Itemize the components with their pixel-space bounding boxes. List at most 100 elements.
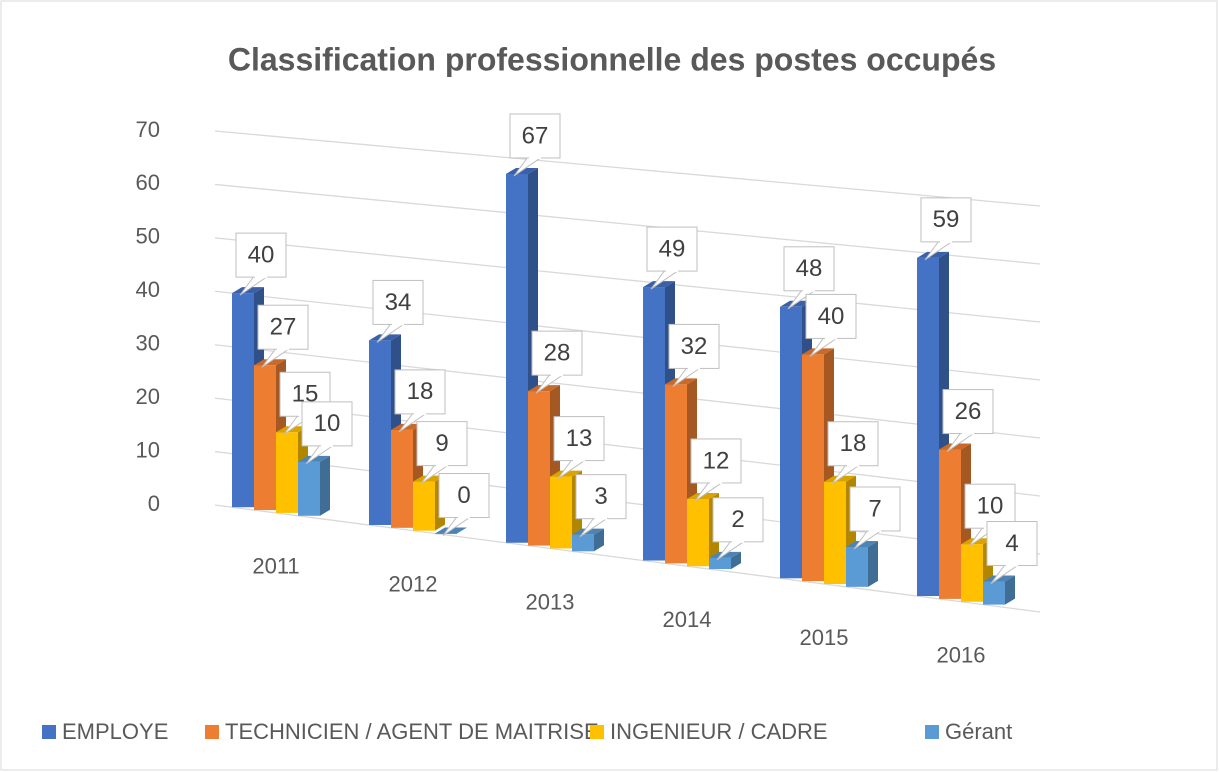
data-label: 12 (703, 447, 730, 474)
bar-front (298, 461, 320, 516)
data-label: 27 (270, 314, 297, 341)
y-tick-label: 20 (136, 384, 160, 409)
bar-front (643, 287, 665, 561)
x-tick-label: 2011 (252, 554, 299, 579)
data-label-box (712, 497, 764, 543)
data-label-box (942, 389, 994, 435)
data-label-box (805, 293, 857, 339)
callout-join (277, 347, 289, 351)
data-label: 28 (544, 339, 571, 366)
bar-front (232, 293, 254, 508)
callout-join (825, 336, 837, 340)
callout-join (573, 458, 585, 462)
bar-front (528, 391, 550, 546)
bar (298, 455, 330, 516)
data-label-box (301, 401, 353, 447)
data-label-box (783, 246, 835, 292)
callout-join (710, 480, 722, 484)
callout-join (940, 239, 952, 243)
data-label-box (438, 473, 490, 519)
callout-join (414, 411, 426, 415)
legend-label: EMPLOYE (62, 719, 168, 744)
legend-label: TECHNICIEN / AGENT DE MAITRISE (225, 719, 599, 744)
callout-join (688, 366, 700, 370)
legend-label: INGENIEUR / CADRE (610, 719, 828, 744)
grid-line (214, 450, 1041, 555)
data-label: 67 (522, 122, 549, 149)
grid-line (214, 504, 1041, 613)
y-tick-label: 30 (136, 331, 160, 356)
data-label-box (531, 330, 583, 376)
data-label: 59 (933, 206, 960, 233)
legend-swatch (590, 725, 604, 739)
y-tick-label: 70 (136, 117, 160, 142)
data-label: 3 (594, 483, 607, 510)
y-tick-label: 40 (136, 277, 160, 302)
data-label: 18 (840, 430, 867, 457)
grid-line (214, 183, 1041, 265)
bar-front (254, 365, 276, 511)
x-tick-label: 2015 (800, 625, 849, 650)
callout-join (962, 431, 974, 435)
data-label: 0 (457, 482, 470, 509)
data-label-box (575, 474, 627, 520)
callout-join (1006, 563, 1018, 567)
bar-front (506, 173, 528, 543)
bar (572, 528, 604, 552)
grid-line (214, 344, 1041, 439)
data-label: 40 (818, 303, 845, 330)
bar-front (780, 306, 802, 579)
data-label-box (416, 421, 468, 467)
legend-swatch (205, 725, 219, 739)
data-label: 49 (659, 235, 686, 262)
bar-side (320, 455, 330, 516)
bar-side (1005, 575, 1015, 605)
bar (846, 540, 878, 587)
y-tick-label: 0 (148, 491, 160, 516)
bar-front (917, 257, 939, 597)
bar-front (550, 476, 572, 549)
callout-join (551, 373, 563, 377)
data-label-box (849, 486, 901, 532)
data-label-box (690, 438, 742, 484)
bar-front (846, 546, 868, 587)
bar-front (802, 354, 824, 582)
data-label: 48 (796, 255, 823, 282)
y-tick-label: 60 (136, 170, 160, 195)
bar-front (983, 581, 1005, 605)
y-tick-label: 10 (136, 437, 160, 462)
data-label: 7 (868, 495, 881, 522)
data-label: 34 (385, 289, 412, 316)
bar-front (939, 449, 961, 599)
callout-join (732, 539, 744, 543)
grid-line (214, 130, 1041, 207)
data-label: 9 (435, 430, 448, 457)
callout-join (529, 155, 541, 159)
bar-front (687, 498, 709, 567)
x-tick-label: 2016 (937, 643, 986, 668)
data-label: 18 (407, 378, 434, 405)
callout-join (666, 269, 678, 273)
callout-join (869, 528, 881, 532)
callout-join (255, 275, 267, 279)
chart-title: Classification professionnelle des poste… (228, 41, 996, 77)
callout-join (595, 516, 607, 520)
callout-join (803, 288, 815, 292)
callout-join (321, 443, 333, 447)
data-label: 2 (731, 506, 744, 533)
x-tick-label: 2013 (526, 589, 575, 614)
x-tick-label: 2014 (663, 607, 712, 632)
data-label-box (920, 197, 972, 243)
bar (983, 575, 1015, 605)
data-label-box (827, 421, 879, 467)
bar-side (594, 528, 604, 552)
data-label-box (257, 304, 309, 350)
data-label: 4 (1005, 530, 1018, 557)
data-label: 13 (566, 425, 593, 452)
data-label: 40 (248, 241, 275, 268)
data-label: 26 (955, 398, 982, 425)
grid-line (214, 237, 1041, 323)
bar-front (276, 432, 298, 513)
